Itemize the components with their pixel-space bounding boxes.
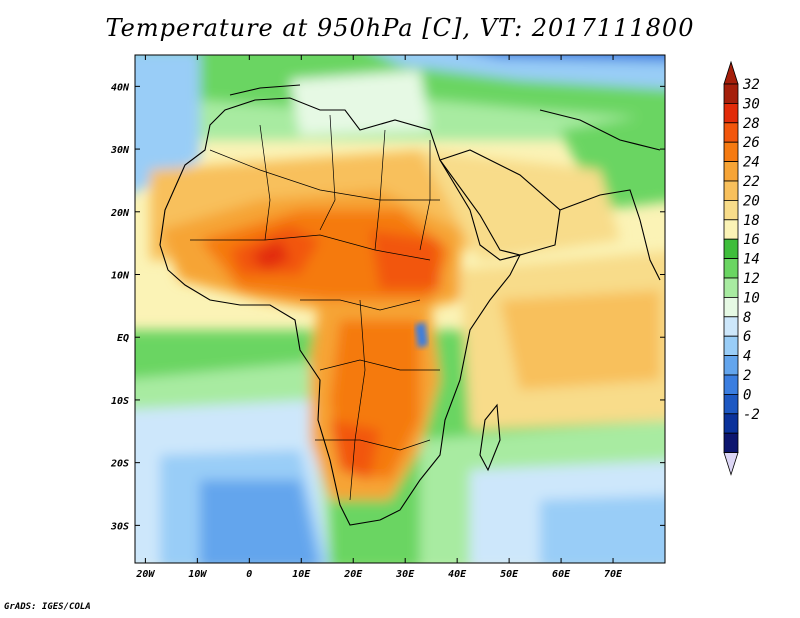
x-tick-label: 10W [188,569,207,580]
colorbar-swatch [723,199,739,221]
colorbar-swatch [723,161,739,182]
temperature-field [135,55,665,563]
colorbar-swatch [723,335,739,357]
y-tick-label: 20S [110,459,129,470]
colorbar-swatch [723,355,739,376]
colorbar-label: 22 [743,174,760,190]
colorbar-label: 28 [743,116,760,132]
colorbar-label: 0 [743,387,751,403]
colorbar-label: 30 [742,96,760,112]
colorbar-label: 12 [743,271,760,287]
colorbar-label: 4 [743,349,751,365]
y-tick-label: 40N [111,82,130,93]
colorbar-label: 10 [743,290,760,306]
map-frame [134,54,666,564]
colorbar-swatch [723,219,739,240]
colorbar-swatch [723,296,739,318]
colorbar-swatch [723,238,739,259]
colorbar-top-arrow [723,60,739,85]
colorbar-swatch [723,258,739,279]
colorbar-label: 32 [742,77,760,93]
y-axis: 40N 30N 20N 10N EQ 10S 20S 30S [110,82,665,532]
colorbar-label: 6 [743,329,751,345]
y-tick-label: 30S [110,521,129,532]
colorbar-swatch [723,83,739,104]
colorbar-label: 16 [743,232,760,248]
x-tick-label: 0 [246,569,252,580]
colorbar-swatch [723,316,739,337]
y-tick-label: 30N [110,145,130,156]
colorbar-label: 2 [743,368,751,384]
colorbar-swatch [723,122,739,143]
colorbar-label: 18 [743,213,760,229]
x-tick-label: 10E [292,569,311,580]
colorbar-swatch [723,393,739,415]
y-tick-label: EQ [117,333,129,344]
colorbar-swatch [723,277,739,298]
colorbar-swatch [723,141,739,162]
x-tick-label: 40E [448,569,467,580]
colorbar-label: 24 [743,155,760,171]
chart-title: Temperature at 950hPa [C], VT: 201711180… [105,14,695,42]
colorbar-swatch [723,432,739,454]
y-tick-label: 10N [111,271,130,282]
x-tick-label: 30E [395,569,415,580]
colorbar-label: 14 [743,252,760,268]
y-tick-label: 10S [111,396,129,407]
x-axis: 20W 10W 0 10E 20E 30E 40E 50E 60E 70E [135,55,623,580]
coastlines [159,84,661,526]
x-tick-label: 20W [135,569,155,580]
colorbar-label: 20 [743,193,760,209]
country-borders [190,114,440,501]
x-tick-label: 50E [500,569,519,580]
colorbar-swatch [723,103,739,124]
colorbar-label: -2 [743,407,760,423]
y-tick-label: 20N [110,208,130,219]
colorbar-swatch [723,374,739,395]
colorbar-bottom-arrow [723,452,739,476]
colorbar-swatch [723,413,739,434]
x-tick-label: 70E [604,569,623,580]
colorbar-label: 8 [743,310,751,326]
colorbar-label: 26 [743,135,760,151]
x-tick-label: 60E [552,569,571,580]
x-tick-label: 20E [343,569,363,580]
credit-label: GrADS: IGES/COLA [4,602,91,612]
colorbar-swatch [723,180,739,201]
